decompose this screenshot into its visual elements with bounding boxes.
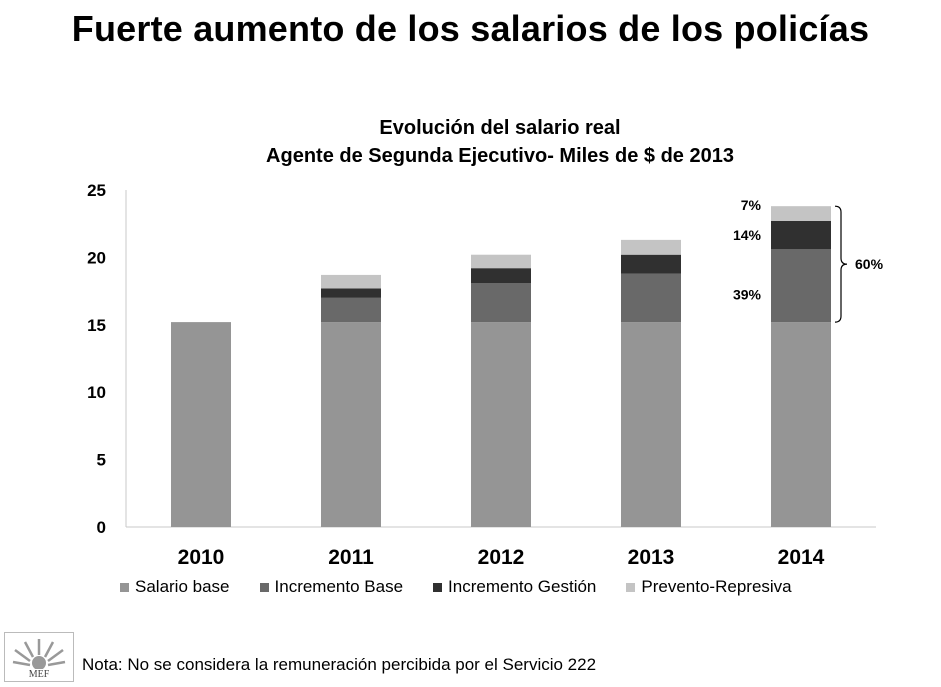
y-tick-label: 15 [87,316,106,335]
sun-emblem-icon [12,639,66,670]
legend-swatch [626,582,636,592]
bar-segment [621,322,681,527]
bar-segment [321,322,381,527]
mef-logo: MEF [4,632,74,682]
bar-segment [471,254,531,269]
legend-item: Prevento-Represiva [626,577,792,597]
bar-segment [621,273,681,323]
bar-segment [621,254,681,274]
chart-title-line-1: Evolución del salario real [379,117,621,139]
y-tick-label: 10 [87,383,106,402]
bar-segment [471,268,531,284]
bar-segment [771,322,831,527]
chart-title: Evolución del salario real Agente de Seg… [0,114,941,170]
legend-item: Incremento Gestión [433,577,596,597]
y-tick-label: 20 [87,248,106,267]
chart-legend: Salario base Incremento Base Incremento Ge… [120,577,822,597]
bar-segment [321,297,381,323]
bar-segment [621,239,681,255]
page-title: Fuerte aumento de los salarios de los po… [71,8,870,49]
x-tick-label: 2013 [628,546,675,569]
bar-segment [771,206,831,222]
data-label: 7% [741,197,762,213]
stacked-bar-chart: 0 5 10 15 20 25 2010 2011 2012 2013 2014 7% 14% 39% 60… [87,181,884,569]
footnote: Nota: No se considera la remuneración pe… [82,655,597,674]
bar-segment [771,221,831,250]
data-label: 39% [733,286,762,302]
x-tick-label: 2014 [778,546,825,569]
x-tick-label: 2012 [478,546,525,569]
bar-segment [471,283,531,323]
legend-label: Incremento Gestión [448,577,597,596]
legend-label: Prevento-Represiva [641,577,792,596]
chart-subtitle: Agente de Segunda Ejecutivo- Miles de $ … [266,145,734,167]
logo-text: MEF [28,669,50,680]
legend-swatch [259,582,269,592]
y-tick-label: 25 [87,181,106,200]
legend-item: Incremento Base [259,577,404,597]
bar-segment [321,288,381,298]
bar-segment [471,322,531,527]
bar-segment [771,249,831,323]
bar-segment [171,322,231,527]
y-tick-label: 0 [97,518,106,537]
legend-label: Incremento Base [274,577,404,596]
bracket-label: 60% [855,256,884,272]
legend-swatch [433,582,443,592]
legend-item: Salario base [120,577,230,597]
legend-label: Salario base [135,577,230,596]
legend-swatch [120,582,129,592]
bracket-icon [834,205,848,323]
x-tick-label: 2010 [178,546,225,569]
x-tick-label: 2011 [328,546,374,569]
data-label: 14% [733,227,762,243]
y-tick-label: 5 [97,451,106,470]
bar-segment [321,274,381,289]
